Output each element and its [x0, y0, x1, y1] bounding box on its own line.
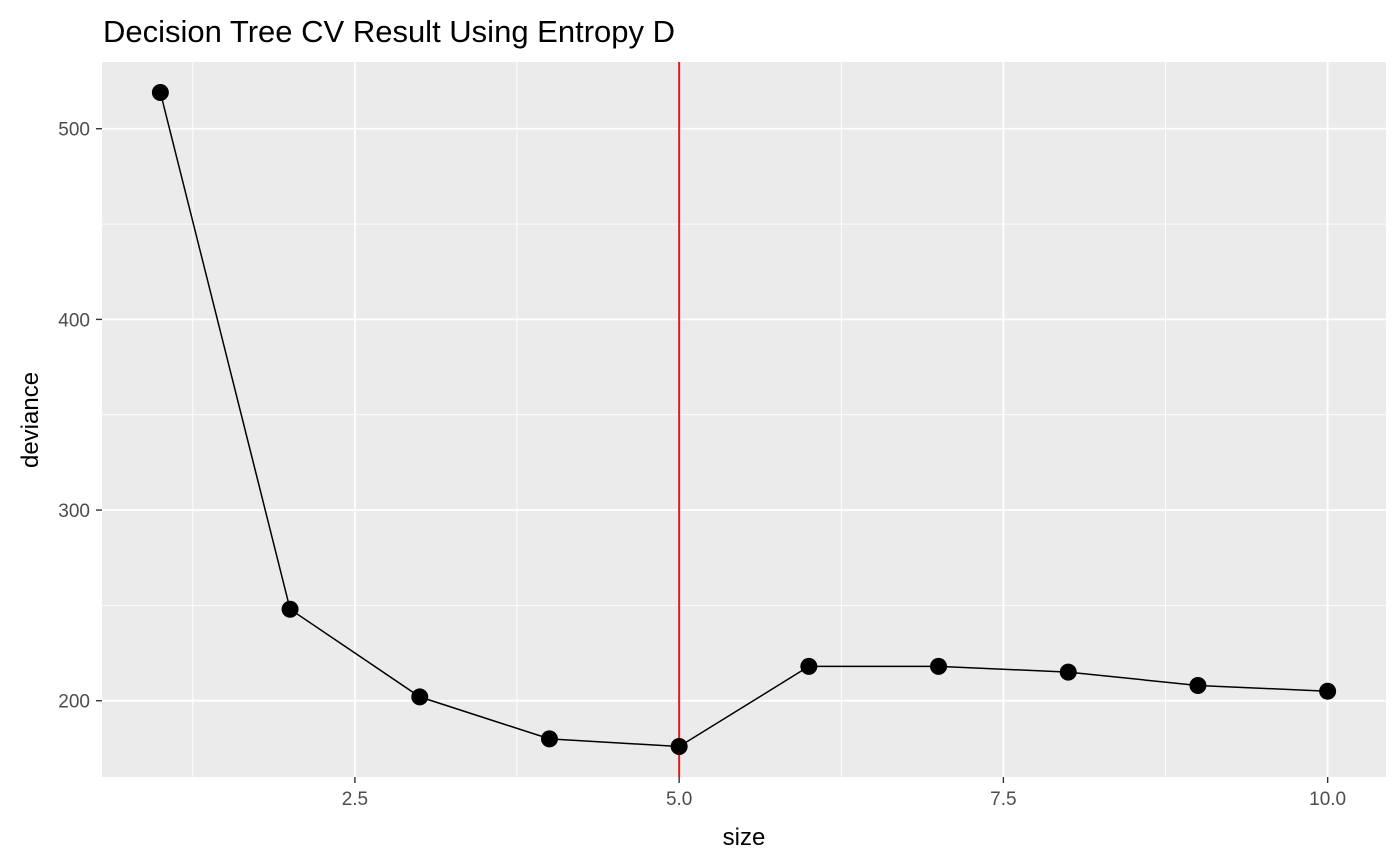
y-tick-label: 400: [58, 310, 90, 331]
y-tick-label: 500: [58, 120, 90, 141]
x-tick-label: 10.0: [1309, 789, 1346, 810]
plot-panel: [102, 62, 1386, 777]
series-layer: [151, 84, 1337, 755]
data-point: [281, 600, 299, 618]
grid-major: [102, 62, 1386, 777]
data-point: [411, 688, 429, 706]
y-tick-label: 300: [58, 501, 90, 522]
x-tick-label: 2.5: [342, 789, 368, 810]
data-point: [151, 84, 169, 102]
data-point: [930, 657, 948, 675]
data-point: [1189, 676, 1207, 694]
y-tick-label: 200: [58, 692, 90, 713]
chart-title: Decision Tree CV Result Using Entropy D: [103, 14, 675, 49]
x-axis: 2.5 5.0 7.5 10.0: [342, 777, 1346, 810]
y-axis-title: deviance: [17, 372, 44, 468]
data-point: [800, 657, 818, 675]
data-point: [540, 730, 558, 748]
grid-minor: [102, 62, 1386, 777]
x-axis-title: size: [723, 824, 766, 851]
data-point: [1059, 663, 1077, 681]
data-point: [670, 737, 688, 755]
series-line: [159, 92, 1328, 748]
data-point: [1319, 682, 1337, 700]
y-axis: 200 300 400 500: [58, 120, 102, 713]
x-tick-label: 5.0: [666, 789, 692, 810]
x-tick-label: 7.5: [990, 789, 1016, 810]
